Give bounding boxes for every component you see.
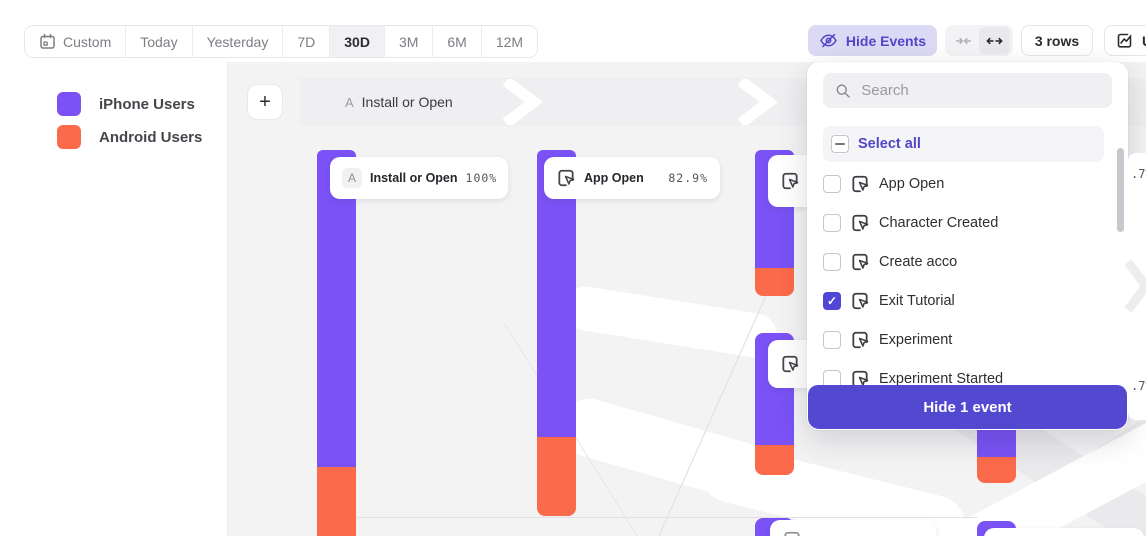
select-all-checkbox[interactable] — [831, 135, 849, 153]
legend-item-android[interactable]: Android Users — [57, 125, 202, 149]
width-toggle-group — [945, 25, 1013, 56]
event-search[interactable] — [823, 73, 1112, 108]
event-icon — [850, 330, 870, 350]
funnel-step-breadcrumb[interactable]: A Install or Open — [345, 78, 453, 126]
event-checkbox[interactable] — [823, 331, 841, 349]
event-icon — [782, 530, 802, 536]
line-chart-icon — [1117, 33, 1132, 48]
legend-item-iphone[interactable]: iPhone Users — [57, 92, 195, 116]
event-icon — [780, 354, 800, 374]
date-range-selector: Custom Today Yesterday 7D 30D 3M 6M 12M — [24, 25, 539, 58]
step-card-label: Install or Open — [370, 171, 458, 185]
hide-events-label: Hide Events — [845, 32, 927, 49]
legend-swatch — [57, 125, 81, 149]
event-checkbox[interactable] — [823, 175, 841, 193]
bar-segment-android — [755, 268, 794, 296]
date-range-12m[interactable]: 12M — [481, 26, 538, 57]
flow-ribbon — [554, 392, 787, 510]
date-range-7d[interactable]: 7D — [283, 26, 331, 57]
legend-label: Android Users — [99, 128, 203, 146]
legend-swatch — [57, 92, 81, 116]
event-label: Create acco — [879, 254, 958, 270]
event-row[interactable]: Experiment — [823, 322, 952, 358]
date-range-30d[interactable]: 30D — [330, 26, 385, 57]
date-range-6m[interactable]: 6M — [433, 26, 482, 57]
event-row[interactable]: App Open — [823, 166, 944, 202]
date-range-3m[interactable]: 3M — [384, 26, 434, 57]
arrows-outward-icon — [986, 37, 1003, 44]
expand-columns-button[interactable] — [979, 27, 1010, 54]
hide-events-dropdown: Select all App Open Character Created Cr… — [807, 62, 1128, 430]
event-icon — [780, 171, 800, 191]
hide-events-button[interactable]: Hide Events — [808, 25, 937, 56]
eye-off-icon — [820, 33, 837, 48]
calendar-icon — [40, 33, 55, 49]
flow-hairline — [503, 323, 654, 536]
chart-baseline — [357, 517, 977, 518]
event-checkbox[interactable] — [823, 253, 841, 271]
event-icon — [850, 174, 870, 194]
event-label: Experiment — [879, 332, 953, 348]
event-icon — [556, 168, 576, 188]
step-chevron-separator — [502, 79, 544, 125]
hide-selected-events-button[interactable]: Hide 1 event — [808, 385, 1127, 429]
rows-count-button[interactable]: 3 rows — [1021, 25, 1093, 56]
bar-segment-iphone — [317, 150, 356, 467]
step-card-partial-bottom[interactable] — [770, 520, 936, 536]
event-row[interactable]: Character Created — [823, 205, 998, 241]
step-letter-badge: A — [345, 94, 354, 110]
step-chevron-separator — [1124, 259, 1146, 313]
edge-clipped-cards: .7% .7% — [1124, 153, 1146, 420]
event-search-input[interactable] — [861, 82, 1100, 99]
select-all-row[interactable]: Select all — [823, 126, 1104, 162]
funnel-bar — [537, 150, 576, 516]
step-card-value: 82.9% — [668, 171, 708, 185]
step-card-partial-bottom-right[interactable] — [984, 528, 1144, 536]
step-card-install-or-open[interactable]: A Install or Open 100% — [330, 157, 508, 199]
date-range-label: Custom — [63, 33, 112, 50]
step-card-value: .7% — [1131, 379, 1146, 393]
event-label: App Open — [879, 176, 945, 192]
plus-icon: + — [259, 90, 271, 113]
uniques-label: U — [1142, 33, 1146, 49]
step-card-app-open[interactable]: App Open 82.9% — [544, 157, 720, 199]
event-row[interactable]: Exit Tutorial — [823, 283, 955, 319]
date-range-custom[interactable]: Custom — [25, 26, 127, 57]
event-row[interactable]: Create acco — [823, 244, 957, 280]
add-step-button[interactable]: + — [247, 84, 283, 120]
panel-divider — [227, 62, 228, 536]
event-icon — [850, 291, 870, 311]
event-checkbox[interactable] — [823, 292, 841, 310]
step-chevron-separator — [737, 79, 779, 125]
funnel-bar — [977, 428, 1016, 483]
funnel-bar — [317, 150, 356, 536]
legend-label: iPhone Users — [99, 95, 195, 113]
arrows-inward-icon — [956, 37, 971, 44]
step-card-value: 100% — [465, 171, 498, 185]
search-icon — [836, 83, 850, 98]
flow-hairline — [630, 296, 767, 536]
event-icon — [850, 213, 870, 233]
step-card-value: .7% — [1131, 167, 1146, 181]
bar-segment-android — [755, 445, 794, 475]
bar-segment-iphone — [977, 428, 1016, 457]
step-card-label: App Open — [584, 171, 644, 185]
bar-segment-android — [317, 467, 356, 536]
event-checkbox[interactable] — [823, 214, 841, 232]
select-all-label: Select all — [858, 136, 921, 152]
bar-segment-android — [537, 437, 576, 516]
step-letter-badge: A — [342, 168, 362, 188]
bar-segment-android — [977, 457, 1016, 483]
event-label: Character Created — [879, 215, 999, 231]
date-range-today[interactable]: Today — [126, 26, 193, 57]
step-label: Install or Open — [361, 94, 453, 110]
flow-ribbon — [560, 283, 781, 361]
collapse-columns-button[interactable] — [948, 27, 979, 54]
event-icon — [850, 252, 870, 272]
uniques-metric-button[interactable]: U — [1104, 25, 1146, 56]
dropdown-scrollbar[interactable] — [1117, 148, 1124, 232]
date-range-yesterday[interactable]: Yesterday — [192, 26, 284, 57]
event-label: Exit Tutorial — [879, 293, 955, 309]
